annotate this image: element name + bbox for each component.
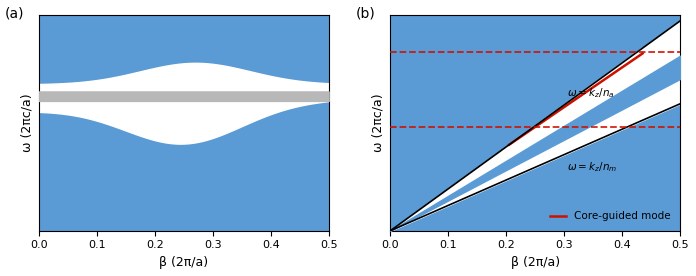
Legend: Core-guided mode: Core-guided mode (546, 207, 675, 225)
X-axis label: β (2π/a): β (2π/a) (159, 256, 208, 269)
Text: $\omega = k_z/n_a$: $\omega = k_z/n_a$ (567, 86, 615, 100)
Y-axis label: ω (2πc/a): ω (2πc/a) (372, 94, 385, 152)
Text: $\omega = k_z/n_m$: $\omega = k_z/n_m$ (567, 161, 617, 174)
Y-axis label: ω (2πc/a): ω (2πc/a) (20, 94, 33, 152)
Text: (b): (b) (356, 7, 376, 21)
X-axis label: β (2π/a): β (2π/a) (511, 256, 560, 269)
Polygon shape (509, 48, 642, 145)
Text: (a): (a) (5, 7, 24, 21)
